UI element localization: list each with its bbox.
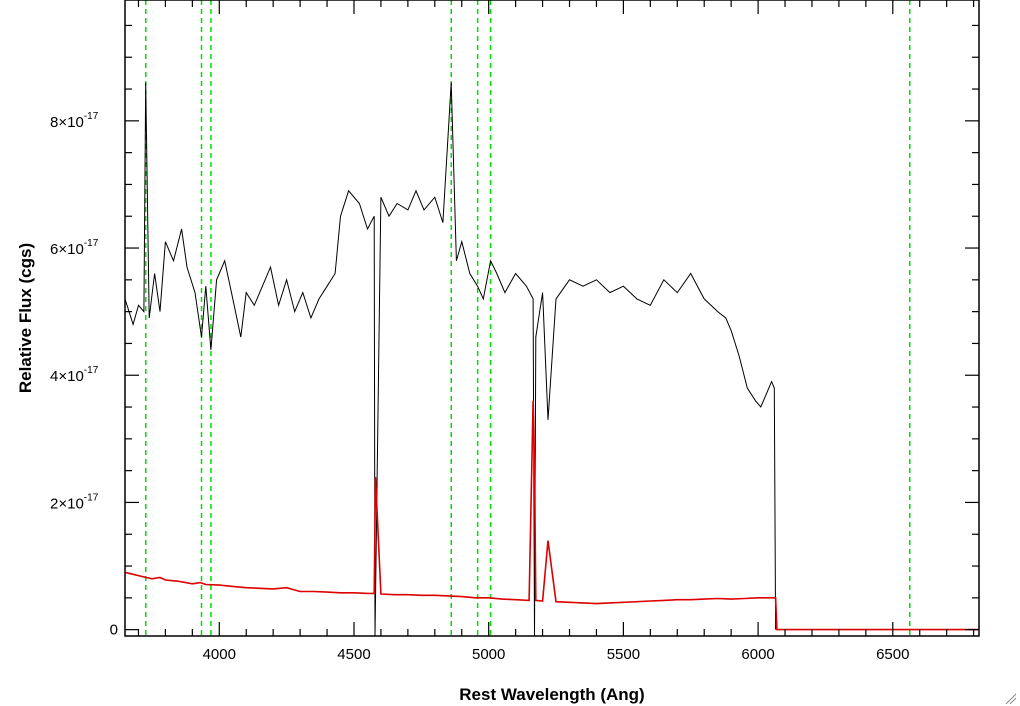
resize-grip-icon[interactable]	[1004, 692, 1016, 704]
y-tick-exponent: -17	[84, 238, 99, 249]
x-tick-label: 6500	[876, 646, 909, 663]
y-tick-mantissa: 8×10	[50, 114, 84, 131]
plot-frame	[124, 0, 980, 637]
y-tick-label: 8×10-17	[50, 111, 99, 131]
y-axis: 02×10-174×10-176×10-178×10-17	[50, 24, 979, 639]
y-tick-label: 4×10-17	[50, 365, 99, 385]
x-tick-label: 4500	[337, 646, 370, 663]
y-tick-label: 0	[110, 622, 118, 639]
y-tick-mantissa: 4×10	[50, 368, 84, 385]
series-line-1	[124, 400, 979, 631]
y-tick-label: 6×10-17	[50, 238, 99, 258]
y-tick-exponent: -17	[84, 492, 99, 503]
x-axis: 4000 4500 5000 5500 6000 6500	[137, 0, 975, 663]
y-tick-mantissa: 6×10	[50, 241, 84, 258]
y-tick-mantissa: 2×10	[50, 495, 84, 512]
y-axis-title: Relative Flux (cgs)	[16, 243, 35, 393]
x-axis-title: Rest Wavelength (Ang)	[459, 685, 644, 704]
x-tick-label: 5500	[607, 646, 640, 663]
y-tick-label: 2×10-17	[50, 492, 99, 512]
x-tick-label: 4000	[203, 646, 236, 663]
emission-line-markers	[144, 0, 911, 636]
y-tick-exponent: -17	[84, 365, 99, 376]
y-tick-exponent: -17	[84, 111, 99, 122]
x-tick-label: 5000	[472, 646, 505, 663]
series-line-0	[124, 82, 777, 637]
spectrum-series	[124, 82, 979, 637]
x-tick-label: 6000	[741, 646, 774, 663]
